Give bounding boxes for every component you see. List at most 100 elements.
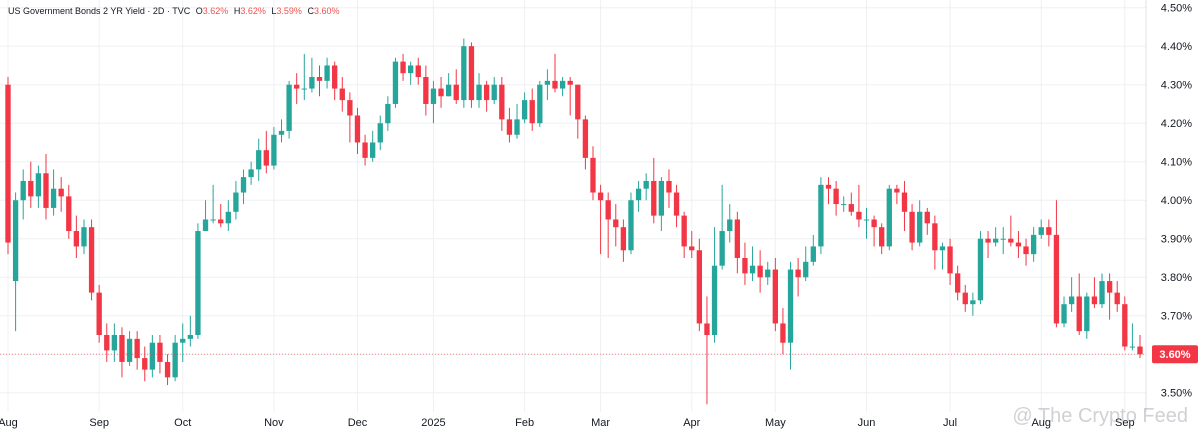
candle-body xyxy=(218,219,224,224)
candle-body xyxy=(50,188,57,208)
candle-body xyxy=(628,200,634,251)
candle-down xyxy=(294,73,300,104)
candle-down xyxy=(1114,281,1120,312)
candle-up xyxy=(407,61,414,85)
close-value: 3.60% xyxy=(313,6,340,16)
candle-body xyxy=(818,184,824,247)
candle-down xyxy=(1076,273,1082,335)
candle-up xyxy=(917,200,923,247)
candle-body xyxy=(58,188,64,197)
candle-body xyxy=(787,269,794,343)
candle-down xyxy=(96,284,102,343)
candle-body xyxy=(324,65,330,81)
candle-up xyxy=(727,204,733,243)
candle-body xyxy=(658,180,665,216)
candle-body xyxy=(445,84,452,97)
candle-body xyxy=(332,65,338,89)
candle-body xyxy=(126,338,133,362)
candle-down xyxy=(605,192,611,258)
x-tick-label: Jun xyxy=(858,417,876,429)
candle-body xyxy=(392,61,399,104)
candle-body xyxy=(1106,281,1113,293)
candle-down xyxy=(1122,296,1128,351)
candle-body xyxy=(947,246,953,274)
candle-body xyxy=(757,265,763,278)
candle-up xyxy=(939,242,946,270)
candle-body xyxy=(28,180,34,197)
last-price-box xyxy=(1152,345,1198,364)
candle-up xyxy=(248,161,254,185)
candle-body xyxy=(407,65,414,74)
candle-up xyxy=(20,169,26,220)
candle-up xyxy=(324,57,330,89)
candle-body xyxy=(1038,227,1044,235)
candle-down xyxy=(1008,215,1014,247)
y-tick-label: 4.50% xyxy=(1161,3,1192,15)
candle-body xyxy=(240,177,247,193)
y-tick-label: 4.10% xyxy=(1161,157,1192,169)
candle-body xyxy=(88,227,95,293)
candle-up xyxy=(628,192,634,255)
candle-body xyxy=(841,204,847,206)
candle-up xyxy=(635,180,642,212)
candle-down xyxy=(316,65,323,97)
candle-up xyxy=(544,69,551,101)
candle-body xyxy=(673,192,680,216)
candle-body xyxy=(871,219,877,228)
candle-body xyxy=(1068,296,1075,305)
candle-body xyxy=(537,84,543,124)
x-tick-label: Apr xyxy=(683,417,700,429)
x-tick-label: May xyxy=(765,417,786,429)
candle-body xyxy=(1030,234,1037,255)
last-price-label: 3.60% xyxy=(1159,349,1190,361)
candle-down xyxy=(263,130,269,174)
candle-body xyxy=(559,80,566,89)
candle-up xyxy=(1061,296,1067,328)
chart-title: US Government Bonds 2 YR Yield · 2D · TV… xyxy=(8,6,191,16)
candle-down xyxy=(673,184,680,228)
candle-down xyxy=(415,57,421,85)
x-tick-label: 2025 xyxy=(421,417,445,429)
candle-body xyxy=(172,342,178,378)
candle-up xyxy=(187,315,193,347)
candle-body xyxy=(400,61,406,74)
chart-grid xyxy=(0,0,1147,412)
candle-body xyxy=(909,211,915,243)
candle-down xyxy=(552,53,558,93)
candle-body xyxy=(301,88,307,90)
candle-body xyxy=(666,180,672,193)
candle-body xyxy=(187,334,193,339)
candle-body xyxy=(879,227,885,247)
x-tick-label: Nov xyxy=(264,417,284,429)
candle-down xyxy=(575,84,581,139)
candle-body xyxy=(544,80,551,85)
candle-body xyxy=(795,269,801,278)
candle-body xyxy=(111,334,118,351)
candle-body xyxy=(1091,296,1098,305)
candle-body xyxy=(962,292,968,305)
candle-down xyxy=(529,88,535,131)
candle-up xyxy=(271,127,277,170)
candle-body xyxy=(385,103,391,124)
candle-body xyxy=(734,219,741,258)
candle-down xyxy=(119,327,125,378)
low-value: 3.59% xyxy=(276,6,302,16)
candle-up xyxy=(476,73,482,108)
candle-up xyxy=(977,231,984,305)
candle-down xyxy=(218,204,224,228)
candle-body xyxy=(1046,227,1052,235)
candle-up xyxy=(286,80,292,139)
candle-up xyxy=(12,192,19,332)
y-tick-label: 3.70% xyxy=(1161,311,1192,323)
candle-body xyxy=(347,100,353,116)
candle-body xyxy=(955,273,961,293)
candle-body xyxy=(370,142,376,158)
candle-body xyxy=(96,292,102,335)
candle-down xyxy=(894,184,900,205)
candle-body xyxy=(651,180,657,216)
open-value: 3.62% xyxy=(202,6,229,16)
candle-down xyxy=(347,92,353,143)
candle-down xyxy=(468,42,475,108)
candle-up xyxy=(301,53,307,101)
